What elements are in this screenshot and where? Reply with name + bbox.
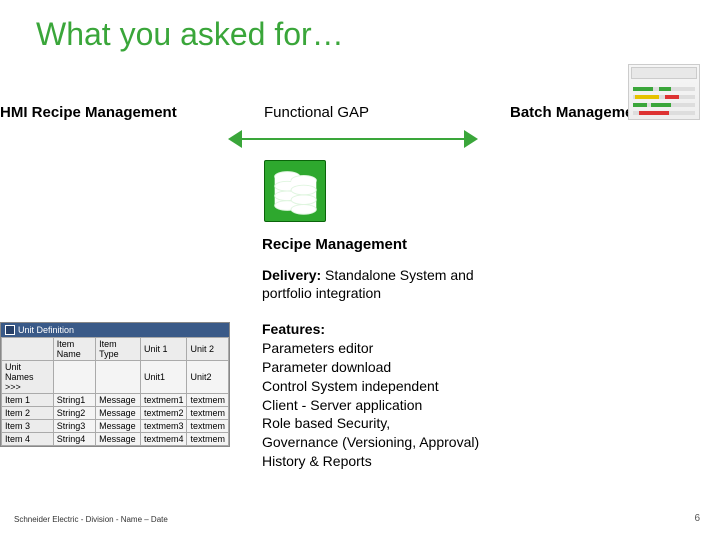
arrow-line [236,138,470,140]
table-cell: Item 1 [2,394,54,407]
table-cell: Item 4 [2,433,54,446]
table-cell: textmem1 [140,394,187,407]
table-cell: String1 [53,394,95,407]
table-cell: Message [96,420,141,433]
feature-item: Control System independent [262,377,562,396]
table-row: Item Name Item Type Unit 1 Unit 2 [2,338,229,361]
table-cell: textmem [187,407,229,420]
table-cell: textmem [187,433,229,446]
table-cell: Unit 2 [187,338,229,361]
unit-table-grid: Item Name Item Type Unit 1 Unit 2 Unit N… [1,337,229,446]
table-cell: textmem4 [140,433,187,446]
features-label: Features: [262,320,562,339]
table-cell [53,361,95,394]
window-icon [5,325,15,335]
table-row: Item 3 String3 Message textmem3 textmem [2,420,229,433]
feature-item: Role based Security, [262,414,562,433]
table-row: Item 1 String1 Message textmem1 textmem [2,394,229,407]
table-cell: Message [96,394,141,407]
table-cell: Item 2 [2,407,54,420]
features-block: Features: Parameters editor Parameter do… [262,320,562,471]
delivery-label: Delivery: [262,267,321,283]
feature-item: Parameter download [262,358,562,377]
table-row: Item 2 String2 Message textmem2 textmem [2,407,229,420]
feature-item: History & Reports [262,452,562,471]
table-cell: Message [96,407,141,420]
slide: What you asked for… HMI Recipe Managemen… [0,0,720,540]
footer-text: Schneider Electric - Division - Name – D… [14,515,168,524]
table-cell: Message [96,433,141,446]
table-row: Item 4 String4 Message textmem4 textmem [2,433,229,446]
recipe-management-heading: Recipe Management [262,236,407,253]
table-cell: Item Type [96,338,141,361]
database-icon [264,160,326,222]
batch-segment [635,95,659,99]
table-cell: Unit2 [187,361,229,394]
table-cell: textmem3 [140,420,187,433]
table-cell: textmem [187,394,229,407]
batch-thumbnail [628,64,700,120]
unit-table-header: Unit Definition [1,323,229,337]
gap-arrow [228,130,478,148]
page-number: 6 [694,513,700,524]
slide-title: What you asked for… [36,16,344,53]
table-cell: Unit1 [140,361,187,394]
table-cell: Item 3 [2,420,54,433]
table-row: Unit Names >>> Unit1 Unit2 [2,361,229,394]
arrow-right-head-icon [464,130,478,148]
table-cell: textmem [187,420,229,433]
functional-gap-label: Functional GAP [264,104,369,121]
batch-segment [633,103,647,107]
delivery-block: Delivery: Standalone System and portfoli… [262,266,502,302]
hmi-label: HMI Recipe Management [0,104,177,121]
table-cell [96,361,141,394]
feature-item: Parameters editor [262,339,562,358]
batch-segment [659,87,671,91]
table-cell: String3 [53,420,95,433]
table-cell: textmem2 [140,407,187,420]
table-cell: Unit Names >>> [2,361,54,394]
batch-thumb-toolbar [631,67,697,79]
table-cell [2,338,54,361]
table-cell: String2 [53,407,95,420]
feature-item: Governance (Versioning, Approval) [262,433,562,452]
unit-table-title: Unit Definition [18,325,74,335]
batch-label: Batch Management [510,104,648,121]
table-cell: String4 [53,433,95,446]
batch-segment [665,95,679,99]
batch-segment [651,103,671,107]
table-cell: Item Name [53,338,95,361]
unit-definition-table: Unit Definition Item Name Item Type Unit… [0,322,230,447]
batch-segment [639,111,669,115]
table-cell: Unit 1 [140,338,187,361]
batch-segment [633,87,653,91]
feature-item: Client - Server application [262,396,562,415]
